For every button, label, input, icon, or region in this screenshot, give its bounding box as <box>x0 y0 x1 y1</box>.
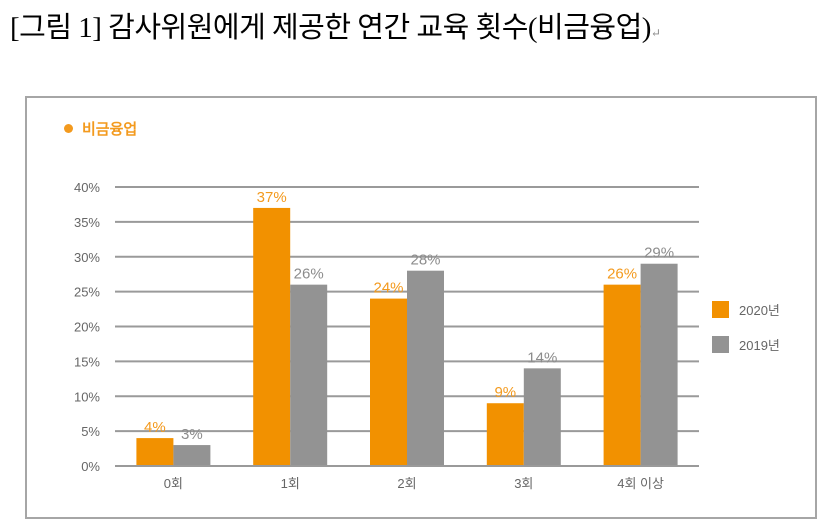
bar-2020년 <box>253 207 291 467</box>
bar-value-label: 26% <box>607 266 637 283</box>
bar-2020년 <box>486 403 524 466</box>
chart-title: 비금융업 <box>64 118 137 139</box>
y-tick-label: 0% <box>81 459 100 474</box>
x-tick-label: 2회 <box>397 476 416 491</box>
y-tick-label: 10% <box>74 389 100 404</box>
legend-item-2020: 2020년 <box>712 300 780 318</box>
y-tick-label: 20% <box>74 320 100 335</box>
y-tick-label: 15% <box>74 354 100 369</box>
y-tick-label: 5% <box>81 424 100 439</box>
bar-value-label: 3% <box>181 426 203 443</box>
bar-2020년 <box>370 298 407 466</box>
x-tick-label: 3회 <box>514 476 533 491</box>
bar-value-label: 29% <box>644 245 674 262</box>
chart-frame <box>25 96 817 519</box>
legend-label: 2020년 <box>739 302 780 318</box>
paragraph-mark: ↵ <box>650 26 661 40</box>
y-tick-label: 40% <box>74 180 100 195</box>
bar-2020년 <box>603 284 641 466</box>
y-tick-label: 35% <box>74 215 100 230</box>
bullet-dot-icon <box>64 123 73 133</box>
legend: 2020년 2019년 <box>712 300 780 370</box>
figure-title: [그림 1] 감사위원에게 제공한 연간 교육 횟수(비금융업)↵ <box>10 4 661 46</box>
bar-2019년 <box>173 445 211 466</box>
bar-value-label: 26% <box>294 266 324 283</box>
x-tick-label: 1회 <box>281 476 300 491</box>
bar-value-label: 37% <box>257 189 287 206</box>
bar-2019년 <box>640 263 678 466</box>
bar-2019년 <box>523 368 561 466</box>
bar-2019년 <box>407 270 444 466</box>
chart-title-text: 비금융업 <box>82 121 138 138</box>
bar-value-label: 9% <box>494 384 516 401</box>
bar-value-label: 28% <box>410 252 440 269</box>
legend-label: 2019년 <box>739 337 780 353</box>
y-tick-label: 25% <box>74 285 100 300</box>
bar-value-label: 14% <box>527 349 557 366</box>
bar-2020년 <box>136 438 174 466</box>
bar-value-label: 4% <box>144 419 166 436</box>
legend-swatch-orange-icon <box>712 300 729 318</box>
legend-item-2019: 2019년 <box>712 335 780 353</box>
bar-2019년 <box>290 284 328 466</box>
legend-swatch-gray-icon <box>712 335 729 353</box>
y-tick-label: 30% <box>74 250 100 265</box>
x-tick-label: 0회 <box>164 476 183 491</box>
figure-title-text: [그림 1] 감사위원에게 제공한 연간 교육 횟수(비금융업) <box>10 12 651 44</box>
bar-value-label: 24% <box>373 280 403 297</box>
x-tick-label: 4회 이상 <box>617 476 664 491</box>
